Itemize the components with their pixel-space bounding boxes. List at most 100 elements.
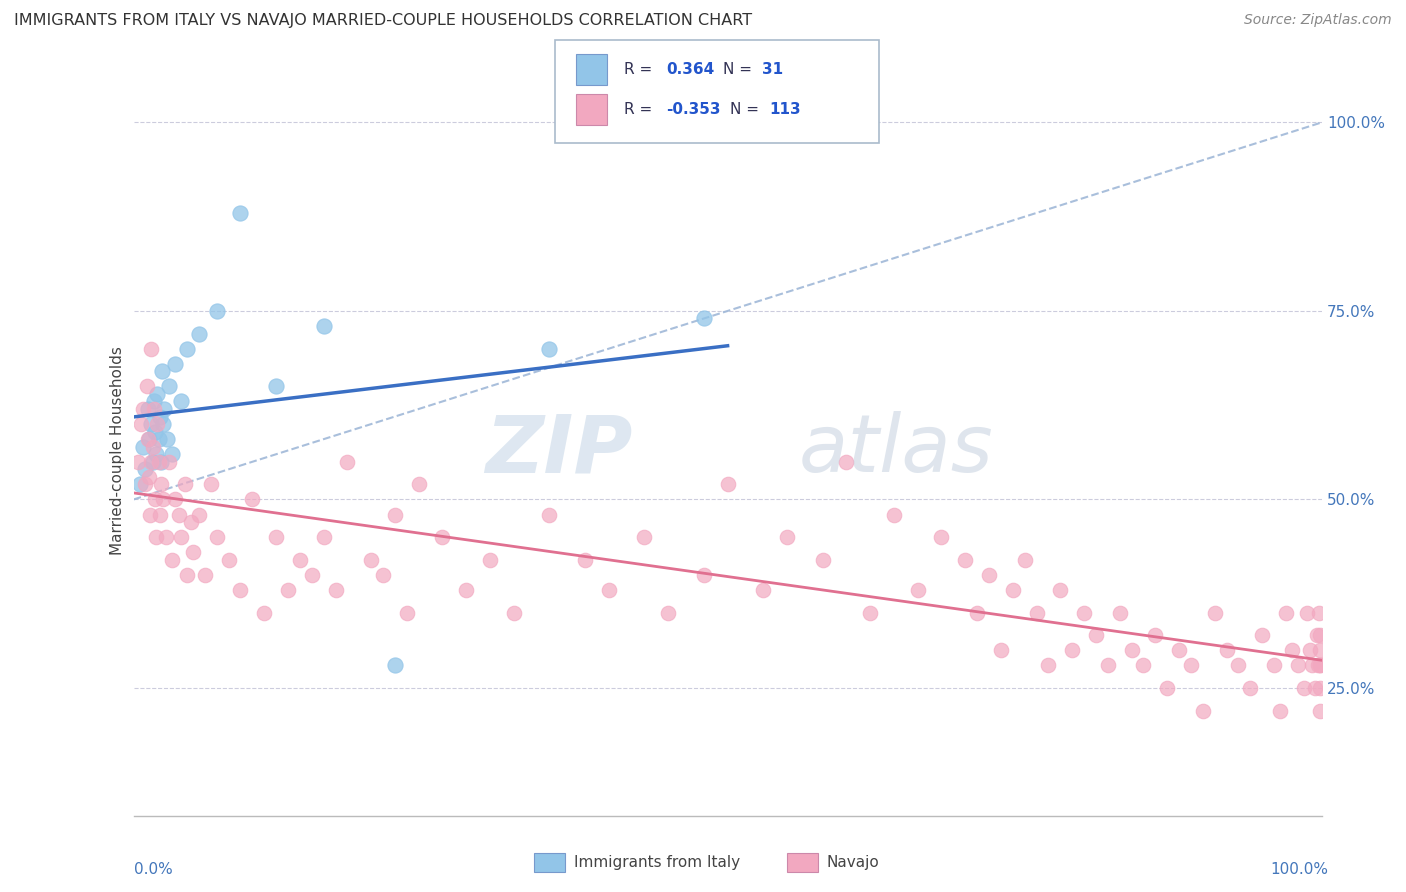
Point — [966, 606, 988, 620]
Point — [432, 530, 454, 544]
Point — [165, 492, 187, 507]
Point — [574, 553, 596, 567]
Point — [132, 402, 155, 417]
Point — [149, 409, 172, 424]
Point — [187, 326, 209, 341]
Point — [456, 582, 478, 597]
Point — [141, 342, 163, 356]
Text: Source: ZipAtlas.com: Source: ZipAtlas.com — [1244, 13, 1392, 28]
Point — [1308, 606, 1330, 620]
Point — [1073, 606, 1095, 620]
Point — [1215, 643, 1237, 657]
Point — [1281, 643, 1303, 657]
Point — [160, 553, 183, 567]
Text: atlas: atlas — [799, 411, 994, 490]
Text: -0.353: -0.353 — [666, 102, 721, 117]
Point — [135, 379, 157, 393]
Point — [142, 440, 165, 454]
Point — [1292, 681, 1315, 695]
Point — [1121, 643, 1143, 657]
Point — [325, 582, 347, 597]
Point — [1084, 628, 1107, 642]
Point — [1309, 681, 1331, 695]
Point — [776, 530, 799, 544]
Point — [229, 582, 252, 597]
Point — [218, 553, 240, 567]
Point — [371, 567, 394, 582]
Point — [883, 508, 905, 522]
Point — [907, 582, 929, 597]
Point — [148, 455, 170, 469]
Point — [264, 530, 287, 544]
Point — [142, 402, 165, 417]
Point — [181, 545, 204, 559]
Point — [200, 477, 222, 491]
Point — [1038, 658, 1060, 673]
Point — [146, 417, 169, 431]
Point — [312, 530, 335, 544]
Point — [173, 477, 195, 491]
Point — [148, 432, 170, 446]
Point — [1049, 582, 1071, 597]
Point — [538, 508, 561, 522]
Y-axis label: Married-couple Households: Married-couple Households — [110, 346, 125, 555]
Point — [153, 402, 176, 417]
Point — [145, 530, 167, 544]
Point — [167, 508, 190, 522]
Point — [143, 492, 166, 507]
Point — [1309, 658, 1331, 673]
Point — [1132, 658, 1154, 673]
Point — [336, 455, 359, 469]
Point — [1191, 704, 1213, 718]
Point — [264, 379, 287, 393]
Point — [141, 417, 163, 431]
Text: R =: R = — [624, 102, 652, 117]
Point — [1296, 606, 1319, 620]
Point — [953, 553, 976, 567]
Point — [538, 342, 561, 356]
Point — [1239, 681, 1261, 695]
Point — [1180, 658, 1202, 673]
Point — [242, 492, 264, 507]
Point — [384, 508, 406, 522]
Point — [253, 606, 276, 620]
Point — [990, 643, 1012, 657]
Point — [136, 432, 159, 446]
Point — [1156, 681, 1178, 695]
Point — [160, 447, 183, 461]
Point — [205, 530, 228, 544]
Text: 31: 31 — [762, 62, 783, 77]
Point — [138, 432, 160, 446]
Point — [977, 567, 1000, 582]
Text: Immigrants from Italy: Immigrants from Italy — [574, 855, 740, 870]
Point — [1286, 658, 1309, 673]
Point — [157, 455, 180, 469]
Point — [229, 206, 252, 220]
Point — [931, 530, 953, 544]
Point — [1309, 643, 1331, 657]
Point — [187, 508, 209, 522]
Point — [395, 606, 418, 620]
Point — [143, 425, 166, 439]
Point — [1309, 628, 1331, 642]
Point — [752, 582, 775, 597]
Point — [176, 567, 198, 582]
Point — [408, 477, 430, 491]
Point — [1251, 628, 1274, 642]
Point — [1309, 704, 1331, 718]
Point — [1263, 658, 1285, 673]
Point — [1108, 606, 1130, 620]
Point — [502, 606, 524, 620]
Point — [128, 477, 150, 491]
Text: N =: N = — [723, 62, 752, 77]
Point — [176, 342, 198, 356]
Point — [149, 455, 172, 469]
Point — [633, 530, 655, 544]
Point — [1268, 704, 1291, 718]
Text: 113: 113 — [769, 102, 800, 117]
Point — [149, 508, 172, 522]
Point — [835, 455, 858, 469]
Point — [170, 530, 193, 544]
Point — [1227, 658, 1250, 673]
Point — [312, 319, 335, 334]
